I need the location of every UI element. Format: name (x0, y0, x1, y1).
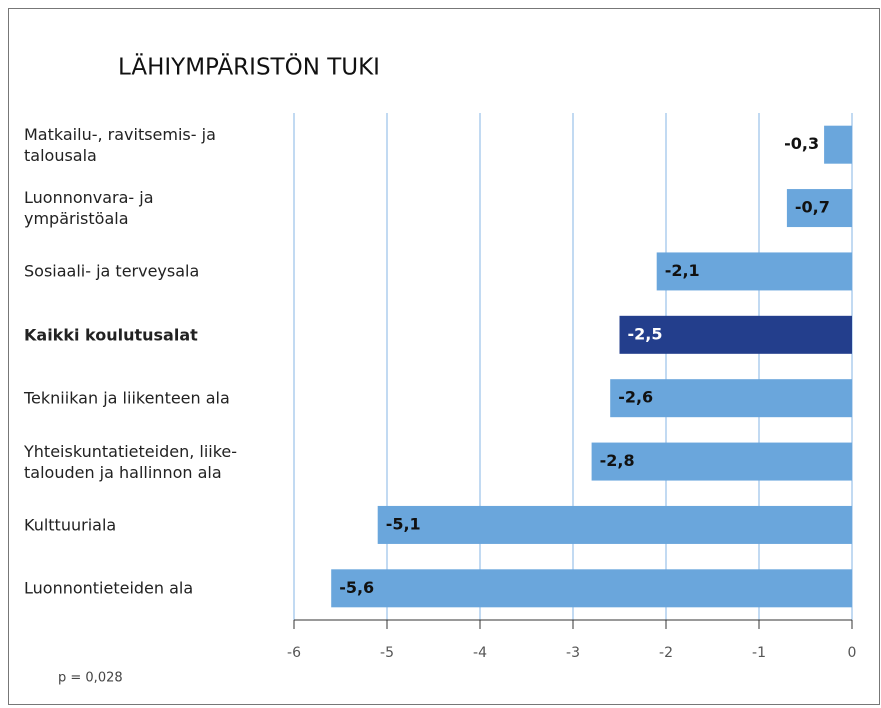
bar (591, 442, 852, 481)
value-label: -2,6 (618, 388, 653, 407)
y-tick-label: Kaikki koulutusalat (24, 325, 198, 345)
value-label: -2,1 (665, 261, 700, 280)
x-tick-label: 0 (848, 645, 857, 661)
y-tick-label: Matkailu-, ravitsemis- ja talousala (24, 124, 216, 165)
frame (8, 8, 880, 705)
x-tick-label: -1 (752, 645, 766, 661)
value-label: -5,6 (339, 578, 374, 597)
y-tick-label: Luonnontieteiden ala (24, 578, 194, 598)
bar (610, 379, 852, 418)
note: p = 0,028 (58, 671, 123, 686)
value-label: -0,3 (784, 134, 819, 153)
value-label: -2,5 (628, 324, 663, 343)
x-tick-label: -6 (287, 645, 301, 661)
bar (786, 189, 852, 228)
y-tick-label: Luonnonvara- ja ympäristöala (24, 188, 154, 229)
y-tick-label: Sosiaali- ja terveysala (24, 261, 200, 281)
y-tick-label: Yhteiskuntatieteiden, liike- talouden ja… (24, 441, 238, 482)
x-tick-label: -3 (566, 645, 580, 661)
x-tick-label: -5 (380, 645, 394, 661)
bar (656, 252, 852, 291)
value-label: -0,7 (795, 198, 830, 217)
bar (331, 569, 852, 608)
bar (824, 125, 852, 164)
value-label: -5,1 (386, 514, 421, 533)
value-label: -2,8 (600, 451, 635, 470)
x-tick-label: -2 (659, 645, 673, 661)
x-tick-label: -4 (473, 645, 487, 661)
y-tick-label: Kulttuuriala (24, 515, 117, 535)
bar (619, 315, 852, 354)
bar (377, 505, 852, 544)
chart-title: LÄHIYMPÄRISTÖN TUKI (118, 53, 380, 81)
y-tick-label: Tekniikan ja liikenteen ala (24, 388, 230, 408)
